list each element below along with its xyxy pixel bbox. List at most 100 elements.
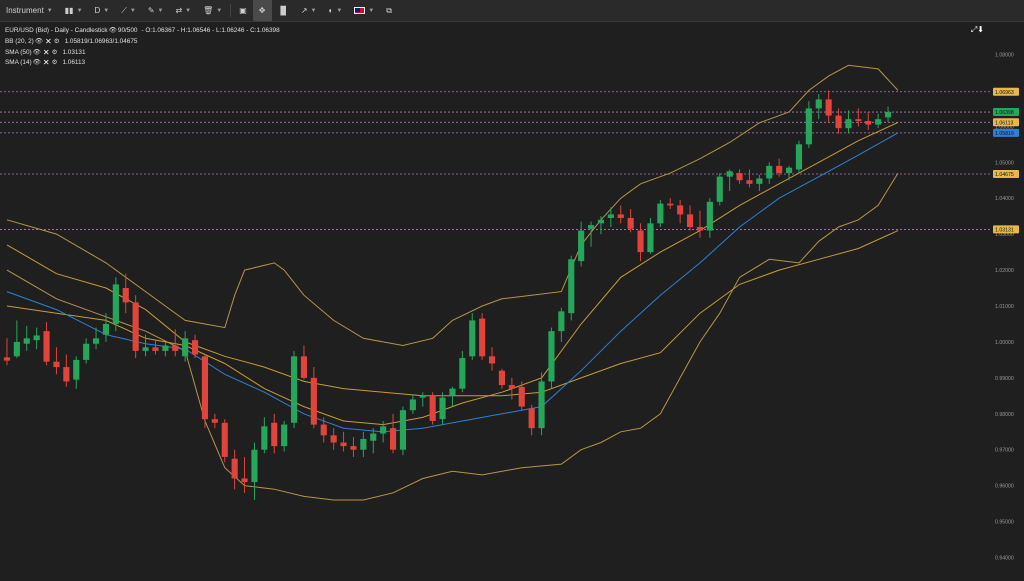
candle-body [380,426,387,434]
eye-icon[interactable]: 👁 [34,37,44,45]
timeframe-menu[interactable]: D ▼ [89,0,116,21]
chart-area[interactable]: 1.080001.070001.060001.050001.040001.030… [0,22,1024,576]
candle [528,404,535,436]
candle [647,217,654,254]
candle-body [92,338,100,344]
y-tick-label: 1.05000 [995,160,1014,166]
candle-body [538,381,545,429]
candle-body [399,410,407,450]
candle-body [785,167,793,174]
delete-menu[interactable]: 🗑 ▼ [197,0,228,21]
bar-chart-button[interactable]: ▐▌ [272,0,295,21]
chart-type-menu[interactable]: ▮▮ ▼ [59,0,89,21]
eye-icon[interactable]: 👁 [108,27,117,34]
candle [320,417,327,443]
candle [73,356,80,389]
y-tick-label: 0.96000 [995,484,1014,490]
theme-menu[interactable]: ◐ ▼ [323,0,349,21]
candle [3,338,11,366]
candle [568,255,575,321]
candle-body [686,214,694,227]
candle-body [142,347,149,351]
candle [23,325,30,351]
candle-body [528,408,535,429]
candle-body [241,478,248,483]
indicators-menu[interactable]: ⟋ ▼ [115,0,142,21]
candle-body [439,397,446,420]
candle [706,198,713,238]
gear-icon[interactable]: ⚙ [53,37,60,45]
candle [399,406,407,456]
close-icon[interactable]: ✕ [42,58,50,68]
compare-menu[interactable]: ⇄ ▼ [169,0,197,21]
horizontal-lines [0,91,990,230]
popout-button[interactable]: ⧉ [380,0,398,21]
candle-body [637,230,644,253]
language-menu[interactable]: ▼ [348,0,380,21]
eye-icon[interactable]: 👁 [32,48,41,56]
candle-body [162,345,169,351]
candle [152,340,159,355]
candle [835,108,842,134]
candle [627,208,634,233]
y-tick-label: 1.02000 [995,268,1014,274]
share-menu[interactable]: ↗ ▼ [295,0,323,21]
chevron-down-icon: ▼ [129,7,136,14]
candle [677,200,684,224]
candle-body [330,435,337,443]
timeframe-label: D [94,6,101,15]
candle [587,221,595,247]
candle-body [23,338,30,344]
instrument-menu[interactable]: Instrument ▼ [0,0,59,21]
candle [756,174,763,192]
candle-body [53,361,60,368]
candle [211,413,218,429]
candle-body [13,341,20,357]
price-chart[interactable]: 1.080001.070001.060001.050001.040001.030… [0,22,1024,576]
price-tag: 1.06963 [993,87,1019,96]
candle [597,216,605,235]
candle [845,110,852,134]
price-tag-label: 1.06398 [995,110,1014,116]
close-icon[interactable]: ✕ [42,47,50,57]
candle-body [122,288,129,303]
gear-icon[interactable]: ⚙ [51,48,58,56]
share-icon: ↗ [300,6,308,15]
candle-body [370,433,377,441]
candle-body [578,230,585,262]
price-tag-bg [993,87,1019,96]
candle-body [726,171,733,177]
layout-button[interactable]: ▣ [233,0,253,21]
candle [776,158,783,177]
candle-body [558,311,565,332]
candle [162,341,169,357]
candle [13,320,20,359]
gear-icon[interactable]: ⚙ [51,59,58,67]
candle-body [825,99,832,116]
close-icon[interactable]: ✕ [45,36,52,46]
price-tag-bg [993,118,1019,127]
candle-body [766,165,773,179]
candlestick-icon: ▮▮ [64,6,74,15]
candle-body [3,357,11,361]
candle [142,334,149,357]
candle-body [548,331,555,382]
price-tag-bg [993,108,1019,117]
scale-toggle-icon[interactable]: ⤢⬇ [970,25,984,34]
candle [439,392,446,425]
fullscreen-button[interactable]: ✥ [252,0,272,21]
candle-body [83,343,90,360]
candle [360,431,367,457]
candle [389,413,397,454]
drawing-tools-menu[interactable]: ✎ ▼ [142,0,170,21]
candle [251,442,258,501]
candle [281,420,288,452]
candle [657,200,664,227]
legend-indicator-sma50: SMA (50) 👁 ✕ ⚙ 1.03131 [5,48,280,59]
candle-body [875,119,882,125]
eye-icon[interactable]: 👁 [32,59,41,67]
candle [380,420,387,443]
price-tag-bg [993,128,1019,137]
price-axis: 1.080001.070001.060001.050001.040001.030… [995,53,1014,562]
legend-indicator-sma14: SMA (14) 👁 ✕ ⚙ 1.06113 [5,58,280,69]
